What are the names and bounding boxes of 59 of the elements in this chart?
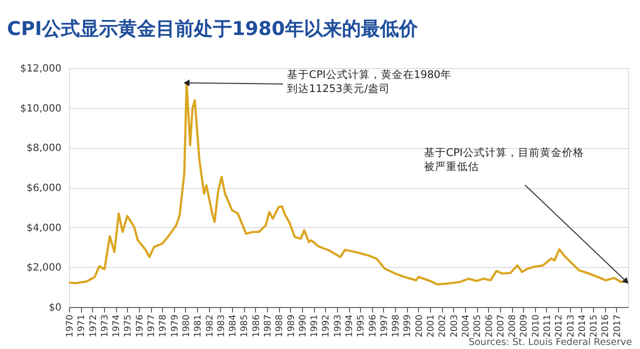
x-tick-label: 1988: [275, 314, 286, 338]
x-tick-label: 2010: [531, 314, 542, 338]
y-tick-label: $2,000: [26, 262, 62, 274]
x-tick-label: 1977: [147, 314, 158, 338]
x-tick-label: 2006: [484, 314, 495, 338]
x-tick-label: 2001: [426, 314, 437, 338]
x-tick-label: 2013: [566, 314, 576, 338]
x-tick-label: 1971: [77, 314, 88, 338]
x-tick-label: 1985: [240, 314, 250, 338]
x-tick-label: 1970: [66, 314, 76, 338]
source-note: Sources: St. Louis Federal Reserve: [468, 337, 632, 348]
x-tick-label: 1973: [100, 314, 110, 338]
x-tick-label: 2002: [438, 314, 448, 338]
y-tick-label: $6,000: [26, 183, 62, 194]
annotation: 基于CPI公式计算，黄金在1980年到达11253美元/盎司: [287, 68, 452, 95]
x-tick-label: 1975: [124, 314, 134, 338]
y-tick-label: $0: [48, 302, 62, 314]
x-tick-label: 2009: [520, 314, 530, 338]
x-tick-label: 1994: [345, 314, 355, 338]
chart-title: CPI公式显示黄金目前处于1980年以来的最低价: [7, 18, 419, 40]
annotation: 基于CPI公式计算，目前黄金价格被严重低估: [424, 146, 584, 173]
x-tick-label: 1999: [403, 314, 414, 338]
x-tick-label: 1995: [356, 314, 367, 338]
x-tick-label: 2008: [508, 314, 518, 338]
x-tick-label: 1989: [286, 314, 297, 338]
x-tick-label: 1990: [298, 314, 308, 338]
x-tick-label: 2005: [473, 314, 484, 338]
y-tick-label: $8,000: [26, 143, 62, 154]
y-tick-label: $4,000: [26, 222, 62, 234]
x-tick-label: 2017: [612, 314, 623, 338]
x-tick-label: 2011: [542, 314, 553, 338]
y-tick-label: $12,000: [20, 64, 62, 74]
x-tick-label: 1972: [88, 314, 99, 338]
x-tick-label: 1980: [182, 314, 192, 338]
x-tick-label: 2016: [601, 314, 612, 338]
x-tick-label: 2003: [450, 314, 460, 338]
x-tick-label: 1984: [228, 314, 239, 338]
x-tick-label: 1978: [158, 314, 169, 338]
x-tick-label: 1976: [135, 314, 146, 338]
x-tick-label: 1987: [263, 314, 274, 338]
x-tick-label: 2004: [461, 314, 472, 338]
x-tick-label: 1983: [216, 314, 227, 338]
x-tick-label: 2012: [554, 314, 565, 338]
x-tick-label: 1981: [194, 314, 204, 338]
x-tick-label: 1979: [170, 314, 180, 338]
x-tick-label: 1982: [205, 314, 216, 338]
x-tick-label: 1991: [310, 314, 320, 338]
x-tick-label: 2014: [578, 314, 588, 338]
x-tick-label: 1996: [368, 314, 378, 338]
y-tick-label: $10,000: [20, 103, 62, 114]
x-tick-label: 2015: [590, 314, 600, 338]
x-tick-label: 2007: [496, 314, 506, 338]
x-tick-label: 1997: [380, 314, 390, 338]
x-tick-label: 1998: [392, 314, 402, 338]
x-tick-label: 2000: [414, 314, 425, 338]
x-tick-label: 1992: [322, 314, 332, 338]
x-tick-label: 1974: [112, 314, 122, 338]
x-tick-label: 1986: [252, 314, 262, 338]
x-tick-label: 1993: [333, 314, 344, 338]
